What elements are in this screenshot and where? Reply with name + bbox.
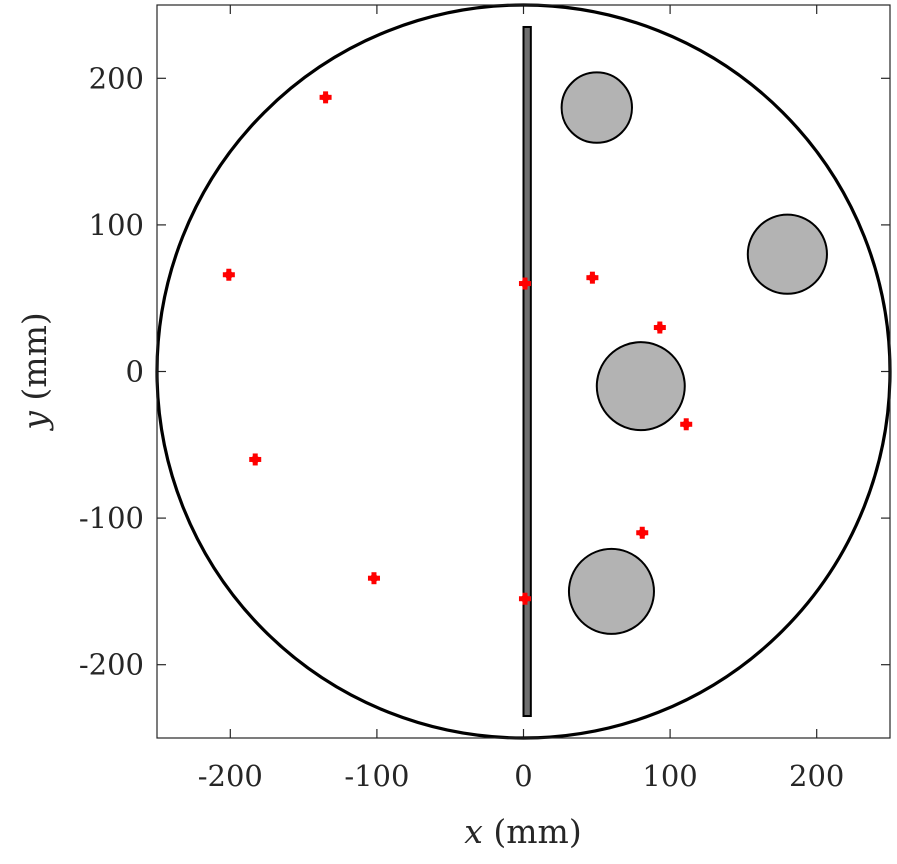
data-point-core xyxy=(321,93,330,102)
axes-box xyxy=(156,4,891,739)
y-tick-label: 0 xyxy=(126,355,144,389)
x-tick-label: 100 xyxy=(642,759,697,793)
x-tick-label: 0 xyxy=(514,759,532,793)
vertical-bar xyxy=(522,25,532,718)
data-point-core xyxy=(520,594,529,603)
y-tick-label: 100 xyxy=(89,208,144,242)
data-point-core xyxy=(224,270,233,279)
y-axis-label: y (mm) xyxy=(15,312,54,431)
x-tick-label: -200 xyxy=(198,759,263,793)
data-point-core xyxy=(588,273,597,282)
obstacle-circle xyxy=(567,547,655,635)
data-point xyxy=(518,592,531,605)
data-point-core xyxy=(369,574,378,583)
obstacle-circle xyxy=(560,71,633,144)
obstacle-circle xyxy=(746,213,828,295)
data-point-core xyxy=(638,528,647,537)
x-tick-label: -100 xyxy=(344,759,409,793)
points-layer xyxy=(222,91,693,605)
data-point xyxy=(518,277,531,290)
data-point-core xyxy=(520,279,529,288)
y-tick-labels: -200 -100 0 100 200 xyxy=(79,61,144,681)
y-tick-label: -200 xyxy=(79,648,144,682)
data-point-core xyxy=(655,323,664,332)
data-point xyxy=(636,526,649,539)
data-point-core xyxy=(682,420,691,429)
x-tick-labels: -200 -100 0 100 200 xyxy=(198,759,845,793)
data-point xyxy=(222,268,235,281)
obstacles-layer xyxy=(560,71,828,635)
y-tick-label: -100 xyxy=(79,501,144,535)
data-point xyxy=(653,321,666,334)
obstacle-circle xyxy=(595,341,686,432)
x-axis-label: x (mm) xyxy=(464,812,581,851)
data-point-core xyxy=(251,455,260,464)
data-point xyxy=(586,271,599,284)
data-point xyxy=(367,572,380,585)
data-point xyxy=(319,91,332,104)
data-point xyxy=(249,453,262,466)
data-point xyxy=(680,418,693,431)
y-tick-label: 200 xyxy=(89,61,144,95)
x-tick-label: 200 xyxy=(789,759,844,793)
bar-layer xyxy=(522,25,532,718)
